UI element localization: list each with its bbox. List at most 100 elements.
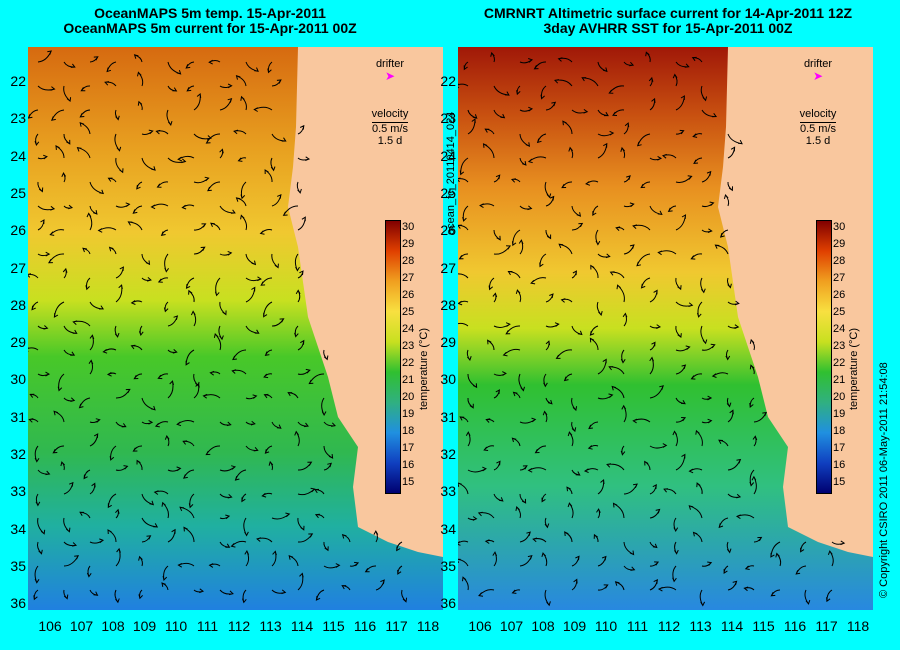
current-vector bbox=[567, 502, 574, 519]
current-vector bbox=[667, 205, 677, 213]
current-vector bbox=[136, 181, 143, 190]
current-vector bbox=[241, 493, 247, 503]
current-vector bbox=[260, 277, 273, 286]
current-vector bbox=[297, 124, 305, 135]
current-vector bbox=[485, 418, 495, 423]
colorbar-tick-label: 26 bbox=[833, 289, 846, 301]
current-vector bbox=[533, 61, 547, 70]
colorbar-tick-label: 15 bbox=[833, 476, 846, 488]
current-vector bbox=[231, 369, 247, 375]
left-lat-label: 22 bbox=[10, 73, 26, 89]
current-vector bbox=[271, 550, 277, 567]
right-colorbar-label: temperature (°C) bbox=[848, 327, 860, 410]
current-vector bbox=[219, 493, 233, 499]
current-vector bbox=[597, 479, 605, 495]
current-vector bbox=[527, 156, 547, 164]
current-vector bbox=[72, 320, 91, 327]
right-lat-label: 30 bbox=[440, 371, 456, 388]
current-vector bbox=[519, 465, 528, 471]
current-vector bbox=[89, 334, 95, 351]
current-vector bbox=[623, 202, 635, 208]
current-vector bbox=[89, 589, 99, 596]
current-vector bbox=[209, 370, 221, 376]
current-vector bbox=[462, 576, 469, 591]
right-drifter-marker: ➤ bbox=[812, 69, 824, 83]
current-vector bbox=[80, 85, 91, 92]
current-vector bbox=[264, 445, 273, 454]
current-vector bbox=[519, 531, 531, 543]
current-vector bbox=[753, 411, 768, 423]
current-vector bbox=[37, 371, 51, 377]
current-vector bbox=[623, 565, 636, 571]
current-vector bbox=[63, 517, 71, 533]
current-vector bbox=[612, 502, 625, 519]
current-vector bbox=[699, 589, 706, 607]
current-vector bbox=[115, 465, 129, 471]
current-vector bbox=[28, 109, 39, 119]
current-vector bbox=[114, 109, 120, 121]
current-vector bbox=[640, 181, 651, 189]
current-vector bbox=[571, 578, 578, 591]
current-vector bbox=[623, 244, 635, 255]
right-land bbox=[718, 47, 873, 557]
current-vector bbox=[465, 431, 471, 447]
right-lat-label: 35 bbox=[440, 557, 456, 574]
current-vector bbox=[585, 180, 599, 186]
current-vector bbox=[107, 177, 117, 183]
current-vector bbox=[593, 533, 599, 543]
current-vector bbox=[644, 460, 651, 471]
current-vector bbox=[467, 118, 476, 135]
left-lon-label: 108 bbox=[101, 618, 125, 634]
current-vector bbox=[804, 589, 811, 605]
current-vector bbox=[541, 552, 548, 567]
current-vector bbox=[161, 501, 169, 519]
current-vector bbox=[725, 349, 731, 361]
left-drifter-text: drifter bbox=[375, 58, 405, 70]
current-vector bbox=[185, 277, 195, 289]
current-vector bbox=[527, 467, 547, 473]
current-vector bbox=[571, 270, 577, 279]
current-vector bbox=[166, 109, 173, 126]
current-vector bbox=[490, 51, 495, 63]
current-vector bbox=[271, 589, 287, 595]
current-vector bbox=[597, 584, 609, 591]
current-vector bbox=[177, 155, 195, 162]
current-vector bbox=[219, 541, 231, 548]
current-vector bbox=[193, 223, 207, 231]
current-vector bbox=[63, 349, 76, 356]
current-vector bbox=[827, 550, 834, 567]
current-vector bbox=[297, 572, 304, 591]
current-vector bbox=[97, 227, 117, 233]
current-vector bbox=[219, 514, 231, 520]
current-vector bbox=[35, 493, 41, 507]
current-vector bbox=[507, 271, 521, 279]
current-vector bbox=[541, 493, 547, 503]
current-vector bbox=[167, 349, 178, 354]
current-vector bbox=[596, 508, 601, 519]
left-lat-label: 31 bbox=[10, 408, 26, 425]
current-vector bbox=[136, 459, 143, 471]
right-lat-label: 36 bbox=[440, 595, 456, 612]
right-duration-text: 1.5 d bbox=[805, 135, 831, 147]
current-vector bbox=[160, 229, 169, 236]
current-vector bbox=[37, 219, 45, 231]
current-vector bbox=[314, 513, 325, 519]
current-vector bbox=[636, 133, 651, 147]
current-vector bbox=[675, 325, 682, 339]
current-vector bbox=[79, 122, 91, 135]
current-vector bbox=[597, 142, 608, 159]
current-vector bbox=[568, 146, 574, 159]
colorbar-tick-label: 16 bbox=[402, 459, 415, 471]
current-vector bbox=[314, 488, 325, 495]
right-title-line2: 3day AVHRR SST for 15-Apr-2011 00Z bbox=[543, 20, 793, 36]
current-vector bbox=[253, 106, 273, 112]
current-vector bbox=[115, 421, 127, 428]
current-vector bbox=[127, 221, 143, 231]
current-vector bbox=[267, 61, 273, 74]
current-vector bbox=[243, 517, 249, 537]
right-lat-label: 27 bbox=[440, 259, 456, 276]
current-vector bbox=[63, 397, 76, 402]
current-vector bbox=[649, 484, 657, 495]
current-vector bbox=[37, 50, 53, 63]
current-vector bbox=[162, 565, 169, 582]
